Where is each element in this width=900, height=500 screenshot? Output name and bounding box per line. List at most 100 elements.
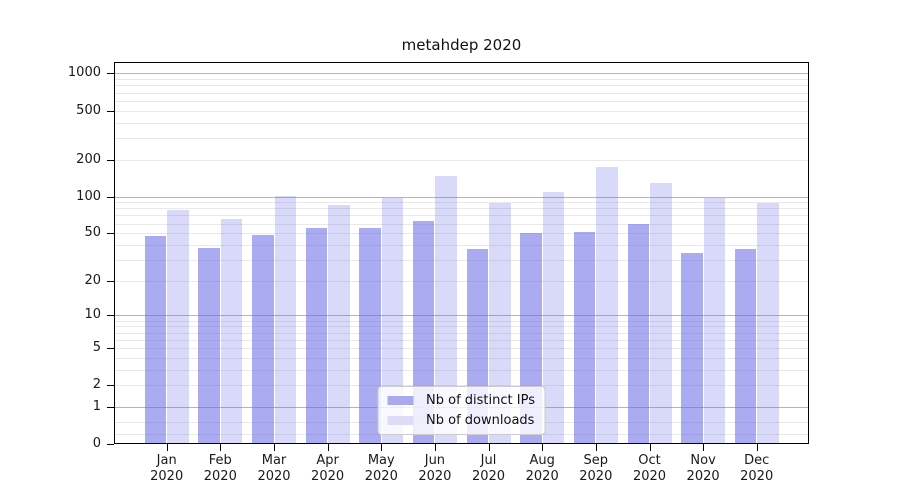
y-tick-mark [107,406,114,408]
bar-downloads [757,203,779,444]
bar-distinct-ips [681,253,703,444]
gridline [114,79,809,81]
legend-item-distinct-ips: Nb of distinct IPs [387,393,535,408]
legend-swatch-downloads [387,416,414,425]
x-tick-mark [542,444,544,451]
gridline [114,73,809,75]
bar-distinct-ips [252,235,274,444]
bar-distinct-ips [359,228,381,444]
gridline [114,92,809,94]
gridline [114,332,809,334]
gridline [114,196,809,198]
grid-layer [114,62,809,444]
y-tick-mark [107,159,114,161]
x-tick-mark [756,444,758,451]
chart-title: metahdep 2020 [401,36,522,54]
gridline [114,122,809,124]
x-tick-mark [703,444,705,451]
gridline [114,110,809,112]
gridline [114,215,809,217]
y-tick-mark [107,73,114,75]
bar-downloads [435,176,457,444]
x-tick-label: Feb 2020 [203,453,237,484]
bar-distinct-ips [734,248,757,444]
bar-distinct-ips [144,236,167,444]
x-tick-label: Jan 2020 [150,453,184,484]
y-tick-label: 5 [92,339,101,355]
bar-distinct-ips [627,223,649,444]
gridline [114,202,809,204]
bar-downloads [650,183,672,444]
bar-downloads [489,202,511,444]
x-tick-mark [327,444,329,451]
y-tick-mark [107,444,114,445]
x-tick-mark [488,444,490,451]
gridline [114,208,809,210]
y-tick-label: 10 [84,307,101,323]
plot-area: Nb of distinct IPs Nb of downloads [114,62,809,444]
bar-downloads [220,219,243,444]
bar-downloads [596,167,618,444]
y-tick-label: 200 [76,151,101,167]
gridline [114,244,809,246]
bar-downloads [274,195,296,444]
bar-downloads [328,205,350,444]
x-tick-label: Nov 2020 [686,453,720,484]
gridline [114,347,809,349]
bar-distinct-ips [198,247,220,444]
legend-swatch-distinct-ips [387,396,414,405]
bar-distinct-ips [573,232,596,444]
y-tick-label: 0 [92,436,101,451]
y-tick-label: 100 [76,188,101,204]
x-tick-mark [381,444,383,451]
y-tick-mark [107,385,114,387]
x-tick-label: Oct 2020 [632,453,667,484]
x-tick-mark [649,444,651,451]
bar-downloads [542,191,565,444]
gridline [114,223,809,225]
legend-label-downloads: Nb of downloads [426,413,535,428]
gridline [114,233,809,235]
gridline [114,369,809,371]
y-tick-label: 500 [76,102,101,118]
x-tick-mark [166,444,168,451]
x-tick-label: Aug 2020 [525,453,559,484]
gridline [114,315,809,317]
legend-item-downloads: Nb of downloads [387,413,535,428]
y-tick-mark [107,110,114,112]
x-tick-mark [434,444,436,451]
y-tick-label: 50 [84,225,101,241]
bar-downloads [381,197,404,444]
legend: Nb of distinct IPs Nb of downloads [377,386,546,435]
x-tick-label: Jul 2020 [471,453,506,484]
gridline [114,259,809,261]
y-tick-label: 20 [84,272,101,288]
bar-downloads [167,209,189,444]
gridline [114,137,809,139]
x-tick-label: Jun 2020 [418,453,452,484]
y-tick-label: 1000 [67,65,101,81]
y-tick-mark [107,347,114,349]
gridline [114,339,809,341]
bar-downloads [703,198,726,444]
y-tick-mark [107,233,114,235]
bar-layer [114,62,809,444]
gridline [114,357,809,359]
y-tick-label: 1 [92,398,101,414]
gridline [114,159,809,161]
y-tick-mark [107,196,114,198]
gridline [114,280,809,282]
x-tick-label: Dec 2020 [740,453,774,484]
x-tick-mark [595,444,597,451]
x-tick-label: Sep 2020 [579,453,613,484]
x-tick-label: Mar 2020 [257,453,291,484]
bar-distinct-ips [305,228,328,444]
x-tick-label: May 2020 [364,453,398,484]
y-tick-label: 2 [92,377,101,393]
gridline [114,385,809,387]
y-tick-mark [107,315,114,317]
y-tick-mark [107,280,114,282]
gridline [114,320,809,322]
gridline [114,100,809,102]
